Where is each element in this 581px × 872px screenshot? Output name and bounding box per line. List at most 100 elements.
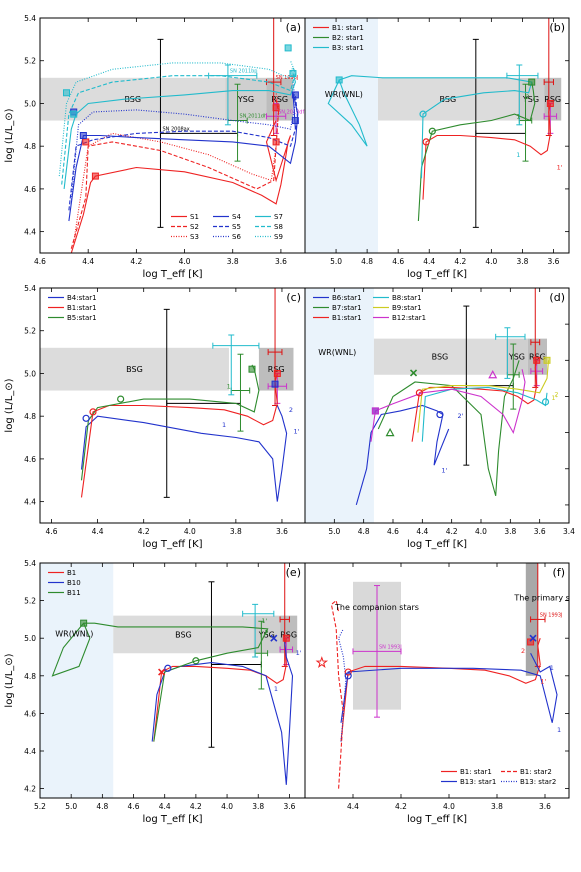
marker — [82, 138, 90, 146]
region-bsg — [113, 615, 254, 654]
marker — [546, 99, 554, 107]
region-rsg — [527, 338, 547, 375]
errorbar-label: SN 2011bp — [230, 69, 258, 75]
marker — [533, 356, 541, 364]
region-rsg — [266, 77, 293, 121]
series-line-b4-star1 — [80, 405, 288, 502]
region-label: BSG — [124, 95, 141, 104]
y-tick-label: 5.0 — [24, 369, 36, 378]
annotation-label: 1 — [274, 685, 278, 693]
y-tick-label: 4.6 — [24, 455, 36, 464]
region-ysg — [505, 338, 528, 375]
marker — [80, 619, 88, 627]
x-axis-title: log T_eff [K] — [142, 814, 202, 825]
series-line-s3 — [73, 92, 280, 243]
series-line-b2-star1 — [417, 81, 536, 222]
annotation-label: 1' — [551, 394, 557, 402]
y-tick-label: 4.4 — [24, 228, 36, 237]
x-tick-label: 4.0 — [221, 802, 233, 811]
series-line-b11 — [51, 622, 269, 742]
legend: S1 S2 S3 S4 S5 S6 S7 S8 S9 — [171, 213, 283, 241]
panel-e: BSGYSGRSGWR(WNL)1'21'15.25.04.84.64.44.2… — [4, 559, 306, 825]
marker — [428, 127, 436, 135]
x-axis-title: log T_eff [K] — [407, 814, 467, 825]
plot-background — [305, 563, 569, 798]
x-tick-label: 4.8 — [361, 257, 373, 266]
region-label: RSG — [268, 365, 285, 374]
marker — [344, 672, 352, 680]
x-tick-label: 4.4 — [423, 257, 435, 266]
errorbar — [265, 18, 282, 136]
series-line-b1-star1 — [422, 103, 551, 200]
y-tick-label: 4.4 — [24, 747, 36, 756]
errorbar — [208, 581, 262, 748]
x-axis-title: log T_eff [K] — [142, 539, 202, 550]
x-tick-label: 4.0 — [443, 802, 455, 811]
marker — [248, 365, 256, 373]
x-tick-label: 4.2 — [190, 802, 202, 811]
legend-label: S4 — [232, 213, 241, 221]
marker — [158, 668, 166, 676]
plot-area: BSG YSG RSG WR(WNL) 1' 2 1 1 — [305, 18, 563, 253]
panel-label: (d) — [549, 291, 565, 304]
panel-label: (b) — [549, 21, 565, 34]
legend-label: B2: star1 — [332, 34, 364, 42]
errorbar — [227, 83, 248, 162]
series-line-s8 — [61, 66, 296, 185]
x-tick-label: 4.2 — [130, 257, 142, 266]
annotation-label: 1' — [441, 466, 447, 474]
marker — [273, 369, 281, 377]
panel-label: (f) — [553, 566, 565, 579]
marker — [79, 132, 87, 139]
legend: B6:star1 B8:star1 B7:star1 B9:star1 B1:star1… — [313, 294, 426, 322]
x-tick-label: 4.4 — [416, 527, 428, 536]
x-tick-label: 3.6 — [275, 257, 287, 266]
errorbar — [472, 38, 527, 228]
errorbar-label: SN 2011dh — [240, 114, 268, 120]
marker — [415, 389, 423, 397]
x-tick-label: 3.6 — [283, 802, 295, 811]
x-tick-label: 3.8 — [230, 527, 242, 536]
series-line-b1-star1 — [80, 373, 278, 498]
x-tick-label: 5.2 — [34, 802, 46, 811]
marker — [344, 668, 352, 676]
errorbar-label: SN 1993J — [276, 75, 299, 81]
annotation-label: 2 — [521, 647, 525, 655]
annotation-label: 1' — [293, 427, 299, 435]
y-tick-label: 4.2 — [24, 785, 36, 794]
marker — [409, 369, 418, 377]
region-label: YSG — [508, 353, 525, 362]
panel-b: BSG YSG RSG WR(WNL) 1' 2 1 1 5.0 4.8 4.6 4.4 4.2 4.0 3… — [304, 17, 570, 280]
legend-label: B5:star1 — [67, 314, 97, 322]
marker — [117, 395, 125, 403]
marker — [192, 657, 200, 665]
marker — [335, 76, 343, 84]
x-tick-label: 3.6 — [534, 527, 546, 536]
marker — [70, 110, 78, 118]
plot-frame — [304, 17, 570, 254]
series-line-s6 — [70, 82, 296, 200]
legend-label: B3: star1 — [332, 44, 364, 52]
x-tick-label: 4.2 — [395, 802, 407, 811]
marker — [91, 172, 99, 180]
legend: B1 B10 B11 — [48, 569, 81, 597]
series-line-b5-star1 — [80, 364, 260, 481]
annotation-label: 1 — [516, 112, 520, 120]
series-line-b1-star1 — [340, 638, 541, 742]
x-tick-label: 4.6 — [392, 257, 404, 266]
y-tick-label: 4.8 — [24, 412, 36, 421]
marker — [291, 91, 299, 99]
annotation-label: 2 — [554, 390, 558, 398]
marker — [270, 634, 278, 642]
series-line-b6-star1 — [355, 404, 450, 506]
x-tick-label: 4.0 — [179, 257, 191, 266]
legend-label: B1:star1 — [67, 304, 97, 312]
x-tick-label: 3.8 — [227, 257, 239, 266]
annotation-label: 1 — [222, 421, 226, 429]
legend: B1: star1 B1: star2 B13: star1 B13: star2 — [441, 768, 556, 786]
y-tick-label: 5.4 — [24, 14, 36, 23]
errorbar — [352, 585, 402, 718]
x-tick-label: 4.4 — [347, 802, 359, 811]
y-tick-label: 4.4 — [24, 498, 36, 507]
